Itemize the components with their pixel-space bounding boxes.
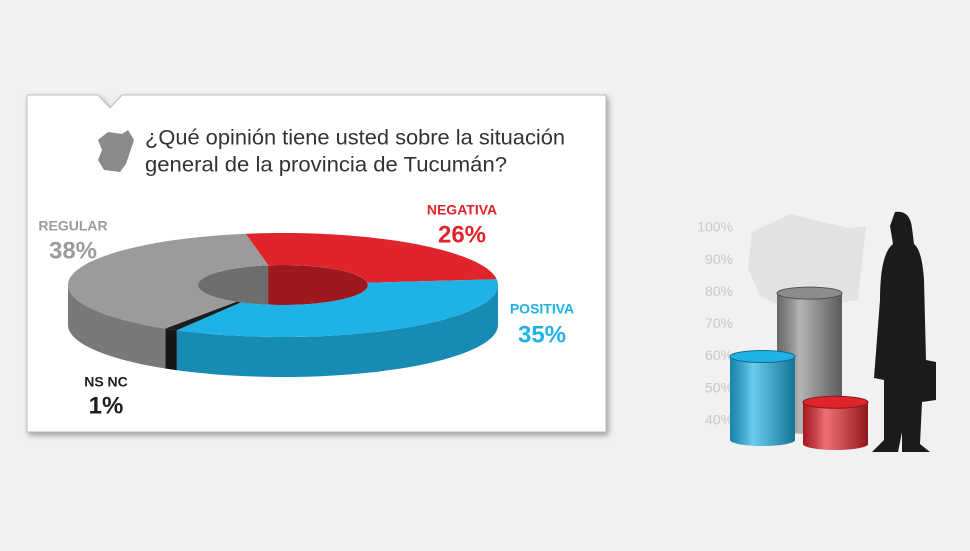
slice-inner (198, 265, 269, 305)
bar-chart: 100% 90% 80% 70% 60% 50% 40% (697, 219, 869, 450)
slice (176, 279, 499, 337)
y-tick-label: 100% (697, 219, 733, 235)
value-label: 38% (49, 237, 97, 264)
hole (198, 265, 368, 305)
value-label: 35% (518, 321, 566, 348)
y-tick-label: 60% (705, 347, 733, 363)
bar-shade (730, 356, 795, 446)
slice-side (176, 285, 499, 377)
slice (68, 233, 269, 329)
map-silhouette (748, 214, 866, 310)
slice (165, 301, 241, 331)
province-icon (98, 130, 134, 172)
bar-top (802, 395, 869, 409)
y-tick-label: 70% (705, 315, 733, 331)
y-tick-label: 50% (705, 379, 733, 395)
man-silhouette (872, 211, 936, 452)
value-label: 1% (89, 392, 124, 419)
chart-title: general de la provincia de Tucumán? (145, 154, 507, 177)
slice-inner (268, 265, 368, 305)
category-label: NEGATIVA (427, 202, 497, 218)
bar-top (776, 286, 843, 300)
value-label: 26% (438, 221, 486, 248)
y-tick-label: 40% (705, 411, 733, 427)
y-tick-label: 90% (705, 251, 733, 267)
slice (245, 233, 497, 283)
bar-top (729, 349, 796, 363)
category-label: NS NC (84, 374, 128, 390)
slice-side (68, 285, 166, 369)
chart-title: ¿Qué opinión tiene usted sobre la situac… (145, 127, 565, 150)
slice-side (165, 328, 177, 371)
pie-chart: NEGATIVA 26% POSITIVA 35% NS NC 1% REGULAR 38% (38, 202, 574, 420)
y-tick-label: 80% (705, 283, 733, 299)
bar-shade (803, 402, 868, 450)
category-label: REGULAR (38, 218, 107, 234)
category-label: POSITIVA (510, 301, 574, 317)
